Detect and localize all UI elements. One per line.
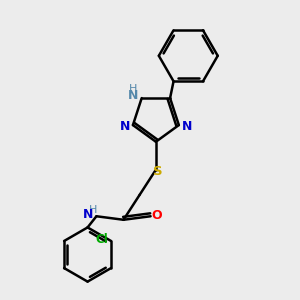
- Text: O: O: [152, 209, 162, 222]
- Text: H: H: [89, 205, 98, 215]
- Text: Cl: Cl: [96, 233, 109, 246]
- Text: S: S: [152, 165, 162, 178]
- Text: N: N: [83, 208, 93, 221]
- Text: N: N: [119, 120, 130, 133]
- Text: N: N: [182, 120, 192, 133]
- Text: H: H: [129, 84, 138, 94]
- Text: N: N: [128, 89, 139, 102]
